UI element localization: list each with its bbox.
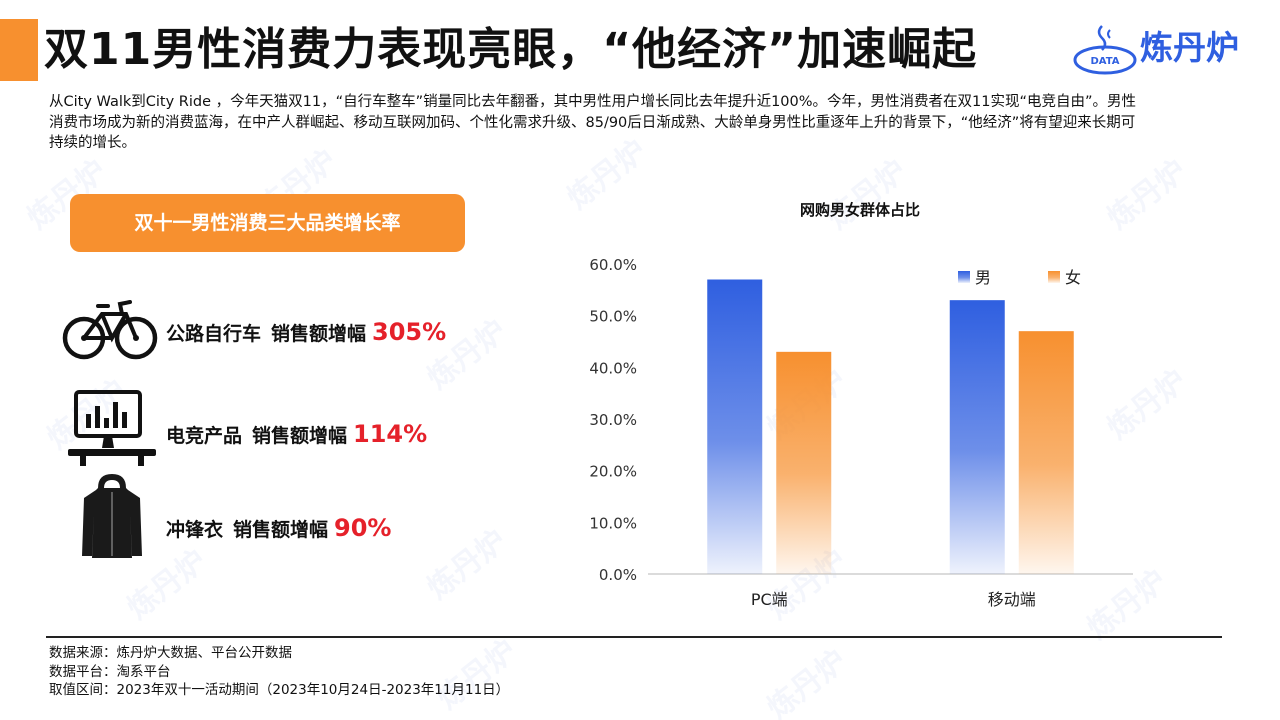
footer-platform: 数据平台：淘系平台 xyxy=(49,663,171,680)
bar-male xyxy=(707,279,763,574)
category-row-bicycle: 公路自行车 销售额增幅 305% xyxy=(62,292,522,372)
title-accent-bar xyxy=(0,19,38,81)
jacket-icon xyxy=(82,474,142,558)
category-metric: 销售额增幅 xyxy=(252,425,348,447)
category-header: 双十一男性消费三大品类增长率 xyxy=(70,194,465,252)
bar-female xyxy=(776,351,832,574)
legend-swatch xyxy=(1048,271,1060,283)
legend-label: 男 xyxy=(975,268,991,287)
chart-title: 网购男女群体占比 xyxy=(800,201,920,219)
category-growth-value: 305% xyxy=(372,318,447,346)
category-metric: 销售额增幅 xyxy=(233,519,329,541)
watermark-text: 炼丹炉 xyxy=(760,643,854,720)
brand-logo: DATA 炼丹炉 xyxy=(1072,20,1262,76)
logo-text: 炼丹炉 xyxy=(1140,28,1239,67)
y-tick-label: 0.0% xyxy=(599,566,637,584)
category-metric: 销售额增幅 xyxy=(271,323,367,345)
y-tick-label: 50.0% xyxy=(589,308,637,326)
category-name: 电竞产品 xyxy=(166,425,243,447)
category-name: 冲锋衣 xyxy=(166,519,224,541)
footer-notes: 数据来源：炼丹炉大数据、平台公开数据 数据平台：淘系平台 取值区间：2023年双… xyxy=(49,644,509,700)
category-growth-value: 114% xyxy=(353,420,428,448)
computer-icon xyxy=(68,390,156,466)
page-title: 双11男性消费力表现亮眼，“他经济”加速崛起 xyxy=(44,24,978,75)
legend-swatch xyxy=(958,271,970,283)
y-tick-label: 20.0% xyxy=(589,463,637,481)
category-name: 公路自行车 xyxy=(166,323,262,345)
y-tick-label: 60.0% xyxy=(589,256,637,274)
x-tick-label: 移动端 xyxy=(988,590,1036,609)
bicycle-icon xyxy=(62,300,158,360)
y-tick-label: 30.0% xyxy=(589,411,637,429)
cauldron-icon: DATA xyxy=(1073,25,1137,75)
y-tick-label: 40.0% xyxy=(589,359,637,377)
y-tick-label: 10.0% xyxy=(589,514,637,532)
gender-share-bar-chart: 网购男女群体占比 0.0% 10.0% 20.0% 30.0% 40.0% 50.0% 60… xyxy=(589,201,1133,609)
x-tick-label: PC端 xyxy=(751,590,788,609)
bar-male xyxy=(949,300,1005,574)
svg-text:DATA: DATA xyxy=(1090,56,1119,67)
footer-source: 数据来源：炼丹炉大数据、平台公开数据 xyxy=(49,645,292,661)
legend-label: 女 xyxy=(1065,268,1081,287)
category-row-jacket: 冲锋衣 销售额增幅 90% xyxy=(62,474,522,558)
category-row-esports: 电竞产品 销售额增幅 114% xyxy=(62,388,522,468)
footer-divider xyxy=(46,636,1222,638)
footer-period: 取值区间：2023年双十一活动期间（2023年10月24日-2023年11月11… xyxy=(49,682,510,698)
intro-paragraph: 从City Walk到City Ride ，今年天猫双11，“自行车整车”销量同… xyxy=(49,94,1137,151)
bar-female xyxy=(1018,331,1074,574)
category-growth-value: 90% xyxy=(334,514,392,542)
